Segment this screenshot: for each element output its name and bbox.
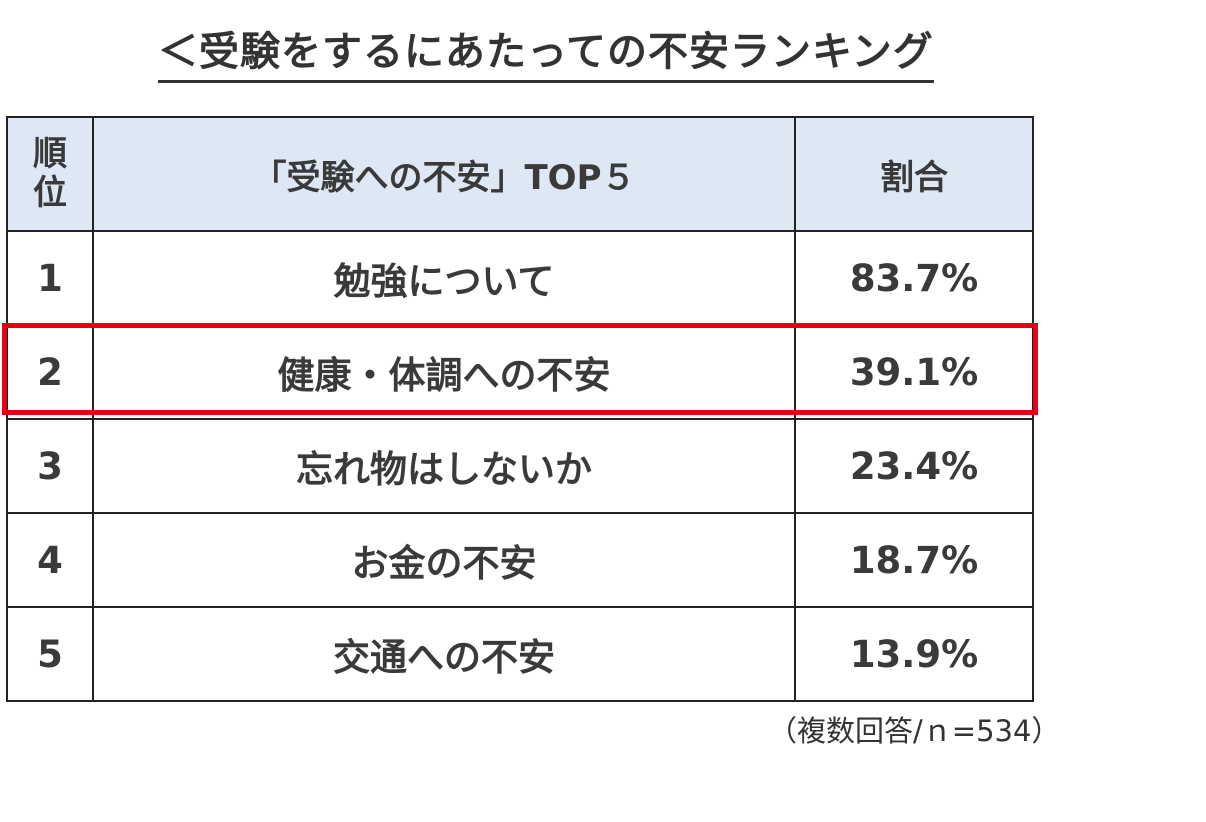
- item-cell: 健康・体調への不安: [92, 324, 796, 420]
- item-cell: 勉強について: [92, 230, 796, 326]
- ratio-cell: 23.4%: [794, 418, 1034, 514]
- rank-cell: 1: [6, 230, 94, 326]
- header-rank-line2: 位: [33, 173, 67, 213]
- rank-cell: 4: [6, 512, 94, 608]
- ranking-table: 順 位 「受験への不安」TOP５ 割合 1 勉強について 83.7% 2 健康・体調への…: [6, 116, 1034, 702]
- footnote: （複数回答/ｎ=534）: [768, 714, 1061, 748]
- table-row: 1 勉強について 83.7%: [6, 230, 1034, 326]
- rank-cell: 2: [6, 324, 94, 420]
- item-cell: 交通への不安: [92, 606, 796, 702]
- rank-cell: 3: [6, 418, 94, 514]
- table-row: 5 交通への不安 13.9%: [6, 606, 1034, 702]
- chart-title: ＜受験をするにあたっての不安ランキング: [158, 28, 934, 83]
- ratio-cell: 13.9%: [794, 606, 1034, 702]
- table-row: 2 健康・体調への不安 39.1%: [6, 324, 1034, 420]
- header-rank: 順 位: [6, 116, 94, 232]
- table-body: 1 勉強について 83.7% 2 健康・体調への不安 39.1% 3 忘れ物はしないか 23.4…: [6, 230, 1034, 702]
- ratio-cell: 39.1%: [794, 324, 1034, 420]
- header-item: 「受験への不安」TOP５: [92, 116, 796, 232]
- item-cell: 忘れ物はしないか: [92, 418, 796, 514]
- table-row: 4 お金の不安 18.7%: [6, 512, 1034, 608]
- item-cell: お金の不安: [92, 512, 796, 608]
- ratio-cell: 83.7%: [794, 230, 1034, 326]
- table-row: 3 忘れ物はしないか 23.4%: [6, 418, 1034, 514]
- header-rank-line1: 順: [33, 133, 67, 174]
- table-header-row: 順 位 「受験への不安」TOP５ 割合: [6, 116, 1034, 232]
- header-ratio: 割合: [794, 116, 1034, 232]
- rank-cell: 5: [6, 606, 94, 702]
- ratio-cell: 18.7%: [794, 512, 1034, 608]
